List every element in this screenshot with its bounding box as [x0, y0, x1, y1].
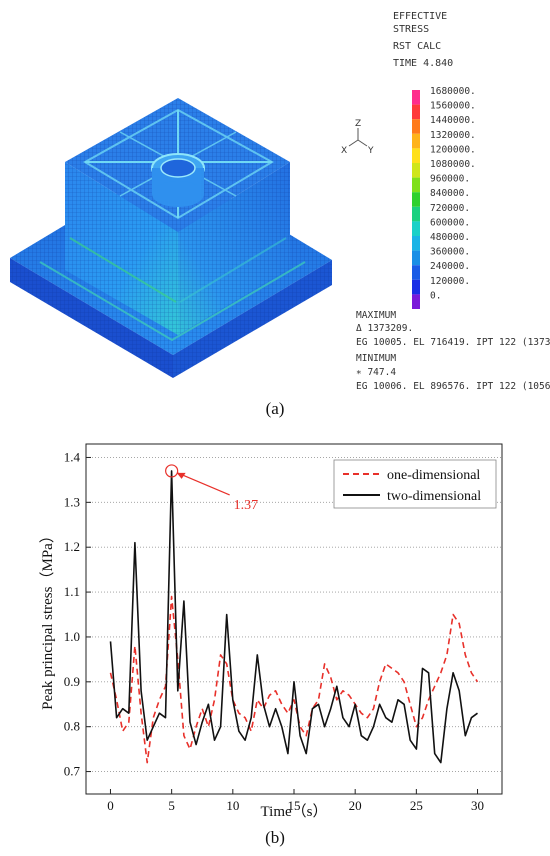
series-lines: [109, 470, 479, 764]
maximum-value: Δ 1373209.: [356, 323, 413, 334]
maximum-title: MAXIMUM: [356, 310, 396, 321]
scale-swatch: [412, 119, 420, 134]
stress-line-chart: 0.7 0.8 0.9 1.0 1.1 1.2 1.3 1.4 0 5 10 15 20 25 30 1.…: [39, 443, 503, 847]
scale-swatch: [412, 221, 420, 236]
scale-label: 1320000.: [430, 130, 476, 141]
peak-value-label: 1.37: [234, 498, 259, 513]
scale-label: 600000.: [430, 217, 470, 228]
scale-label: 960000.: [430, 174, 470, 185]
scale-swatch: [412, 104, 420, 120]
scale-swatch: [412, 192, 420, 207]
y-tick-label: 1.3: [64, 494, 80, 509]
maximum-detail: EG 10005. EL 716419. IPT 122 (1373209.): [356, 337, 550, 348]
scale-swatch: [412, 148, 420, 163]
x-tick-label: 20: [349, 798, 362, 813]
x-tick-label: 5: [168, 798, 175, 813]
legend-label-one-dimensional: one-dimensional: [387, 468, 480, 483]
axis-z-label: Z: [355, 119, 361, 129]
peak-arrowhead: [176, 472, 186, 479]
scale-swatch: [412, 206, 420, 222]
scale-swatch: [412, 294, 420, 309]
legend-header-line: RST CALC: [393, 41, 441, 52]
scale-label: 1200000.: [430, 144, 476, 155]
y-tick-label: 1.1: [64, 584, 80, 599]
panel-a-caption: (a): [266, 399, 285, 418]
y-tick-label: 1.4: [64, 449, 81, 464]
legend-header-line: STRESS: [393, 24, 429, 35]
axis-triad: Z X Y: [341, 119, 374, 156]
stress-summary: MAXIMUM Δ 1373209. EG 10005. EL 716419. …: [356, 310, 550, 392]
scale-label: 240000.: [430, 261, 470, 272]
x-tick-label: 0: [107, 798, 114, 813]
scale-label: 1080000.: [430, 159, 476, 170]
scale-label: 360000.: [430, 247, 470, 258]
scale-label: 840000.: [430, 188, 470, 199]
legend-label-two-dimensional: two-dimensional: [387, 489, 481, 504]
x-axis-label: Time（s）: [261, 803, 328, 820]
y-tick-label: 0.7: [64, 764, 81, 779]
series-line-two-dimensional: [109, 470, 478, 764]
scale-swatch: [412, 163, 420, 178]
axis-x-label: X: [341, 146, 347, 156]
y-tick-label: 0.9: [64, 674, 80, 689]
x-tick-label: 25: [410, 798, 423, 813]
y-axis-label: Peak principal stress（MPa）: [39, 528, 56, 710]
scale-swatch: [412, 279, 420, 295]
scale-swatch: [412, 90, 420, 105]
scale-label: 1680000.: [430, 86, 476, 97]
axis-y-label: Y: [367, 146, 374, 156]
scale-swatch: [412, 177, 420, 193]
scale-label: 1440000.: [430, 115, 476, 126]
x-tick-label: 30: [471, 798, 484, 813]
scale-swatch: [412, 133, 420, 149]
scale-swatch: [412, 265, 420, 280]
color-scale: 1680000. 1560000. 1440000. 1320000. 1200000.…: [412, 86, 476, 309]
scale-swatch: [412, 250, 420, 266]
scale-label: 0.: [430, 290, 441, 301]
legend-header: EFFECTIVE STRESS RST CALC TIME 4.840: [393, 11, 453, 69]
minimum-value: ∗ 747.4: [356, 367, 396, 378]
series-line-one-dimensional: [109, 595, 479, 764]
stress-contour-figure: Z X Y EFFECTIVE STRESS RST CALC TIME 4.8…: [10, 11, 550, 418]
scale-swatch: [412, 236, 420, 251]
legend-header-line: TIME 4.840: [393, 58, 453, 69]
x-axis-ticks: 0 5 10 15 20 25 30: [107, 789, 484, 813]
chart-legend: one-dimensional two-dimensional: [333, 459, 497, 509]
scale-label: 480000.: [430, 232, 470, 243]
x-tick-label: 10: [226, 798, 239, 813]
minimum-detail: EG 10006. EL 896576. IPT 122 (1056.): [356, 381, 550, 392]
legend-header-line: EFFECTIVE: [393, 11, 447, 22]
scale-label: 720000.: [430, 203, 470, 214]
figure-panel-b: 0.7 0.8 0.9 1.0 1.1 1.2 1.3 1.4 0 5 10 15 20 25 30 1.…: [0, 432, 550, 851]
minimum-title: MINIMUM: [356, 353, 396, 364]
y-tick-label: 0.8: [64, 719, 80, 734]
model-box: [65, 98, 290, 335]
peak-arrow: [177, 472, 230, 496]
panel-b-caption: (b): [265, 828, 285, 847]
y-tick-label: 1.0: [64, 629, 80, 644]
y-axis-ticks: 0.7 0.8 0.9 1.0 1.1 1.2 1.3 1.4: [64, 449, 91, 779]
scale-label: 1560000.: [430, 101, 476, 112]
peak-marker: [165, 464, 179, 478]
peak-annotation: 1.37: [165, 464, 259, 513]
y-tick-label: 1.2: [64, 539, 80, 554]
scale-label: 120000.: [430, 276, 470, 287]
x-tick-label: 15: [288, 798, 301, 813]
figure-panel-a: Z X Y EFFECTIVE STRESS RST CALC TIME 4.8…: [0, 0, 550, 420]
